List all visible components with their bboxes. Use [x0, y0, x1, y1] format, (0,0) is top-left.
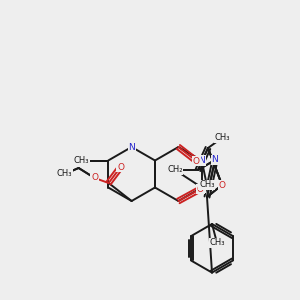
Text: O: O — [193, 157, 200, 166]
Text: CH₃: CH₃ — [199, 180, 214, 189]
Text: N: N — [212, 155, 218, 164]
Text: O: O — [117, 163, 124, 172]
Text: CH₃: CH₃ — [209, 238, 225, 247]
Text: CH₃: CH₃ — [57, 169, 72, 178]
Text: CH₃: CH₃ — [74, 156, 89, 165]
Text: CH₂: CH₂ — [167, 166, 183, 175]
Text: N: N — [198, 183, 205, 192]
Text: CH₃: CH₃ — [214, 134, 230, 142]
Text: O: O — [91, 173, 98, 182]
Text: O: O — [197, 184, 204, 194]
Text: N: N — [128, 142, 135, 152]
Text: N: N — [198, 156, 205, 165]
Text: O: O — [218, 181, 226, 190]
